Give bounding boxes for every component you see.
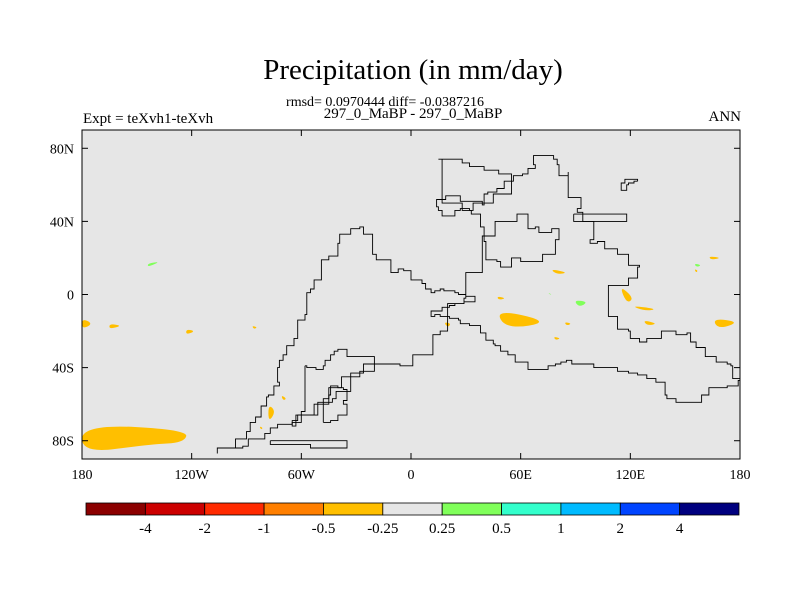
y-tick-label: 80N: [50, 142, 74, 157]
colorbar-bin: [204, 502, 265, 516]
anomaly-region-18: [709, 256, 719, 260]
colorbar-bin: [382, 502, 443, 516]
y-axis: 80N 40N 0 40S 80S: [50, 142, 740, 450]
map-background: [82, 130, 740, 459]
outline-pangea: [216, 155, 740, 454]
anomaly-region-9: [499, 313, 540, 327]
outline-strip: [322, 385, 348, 423]
y-tick-label: 80S: [52, 435, 74, 450]
x-tick-label: 0: [408, 468, 415, 483]
x-tick-label: 180: [72, 468, 93, 483]
experiment-label: Expt = teXvh1-teXvh: [83, 111, 214, 127]
anomaly-region-13: [552, 269, 565, 274]
colorbar: -4 -2 -1 -0.5 -0.25 0.25 0.5 1 2 4: [85, 502, 740, 537]
anomaly-region-7: [259, 426, 263, 430]
y-tick-label: 0: [67, 289, 74, 304]
colorbar-bin: [619, 502, 681, 516]
colorbar-label: -4: [139, 521, 152, 537]
season-label: ANN: [708, 109, 742, 125]
anomaly-region-17: [714, 319, 734, 328]
outline-n-ocean-coast: [438, 158, 512, 211]
outline-north-rect: [573, 213, 628, 222]
outline-east-stair: [620, 178, 639, 191]
x-axis: 180 120W 60W 0 60E 120E 180: [72, 130, 751, 483]
anomaly-region-10: [497, 296, 504, 300]
chart-title: Precipitation (in mm/day): [263, 54, 563, 86]
colorbar-bin: [323, 502, 384, 516]
anomaly-region-15: [635, 306, 654, 311]
anomaly-region-22: [695, 264, 701, 267]
anomaly-region-4: [252, 326, 257, 329]
continent-outlines: [216, 155, 740, 454]
anomaly-region-12: [565, 322, 571, 325]
colorbar-label: 4: [676, 521, 684, 537]
colorbar-label: 1: [557, 521, 565, 537]
colorbar-label: -1: [258, 521, 271, 537]
anomaly-region-14: [621, 289, 632, 302]
colorbar-label: -2: [198, 521, 211, 537]
x-tick-label: 120W: [175, 468, 210, 483]
colorbar-bin: [144, 502, 206, 516]
colorbar-label: 0.25: [429, 521, 455, 537]
anomaly-region-20: [147, 262, 158, 267]
anomaly-region-0: [82, 426, 187, 451]
chart-subtitle: 297_0_MaBP - 297_0_MaBP: [323, 106, 503, 122]
colorbar-bin: [679, 502, 740, 516]
x-tick-label: 120E: [616, 468, 646, 483]
x-tick-label: 60W: [288, 468, 316, 483]
anomaly-region-2: [109, 324, 119, 329]
colorbar-bin: [441, 502, 502, 516]
anomaly-region-16: [644, 321, 655, 325]
anomaly-region-3: [186, 329, 194, 334]
chart-stats: rmsd= 0.0970444 diff= -0.0387216: [286, 95, 484, 110]
colorbar-bin: [263, 502, 324, 516]
x-tick-label: 180: [730, 468, 751, 483]
colorbar-bin: [560, 502, 621, 516]
colorbar-bin: [501, 502, 562, 516]
anomaly-region-21: [575, 300, 586, 306]
anomaly-layer: [82, 256, 734, 451]
colorbar-bin: [85, 502, 146, 516]
colorbar-label: 2: [617, 521, 625, 537]
colorbar-label: -0.25: [367, 521, 398, 537]
colorbar-label: -0.5: [312, 521, 336, 537]
anomaly-region-23: [548, 293, 552, 295]
colorbar-label: 0.5: [492, 521, 511, 537]
anomaly-region-19: [694, 269, 698, 272]
outline-antarctic-bar: [269, 440, 348, 449]
y-tick-label: 40N: [50, 215, 74, 230]
anomaly-region-11: [554, 337, 560, 340]
y-tick-label: 40S: [52, 362, 74, 377]
anomaly-region-6: [281, 396, 286, 400]
outline-south-wedge: [291, 348, 375, 427]
anomaly-region-5: [268, 406, 274, 420]
anomaly-region-1: [82, 320, 91, 328]
x-tick-label: 60E: [509, 468, 532, 483]
